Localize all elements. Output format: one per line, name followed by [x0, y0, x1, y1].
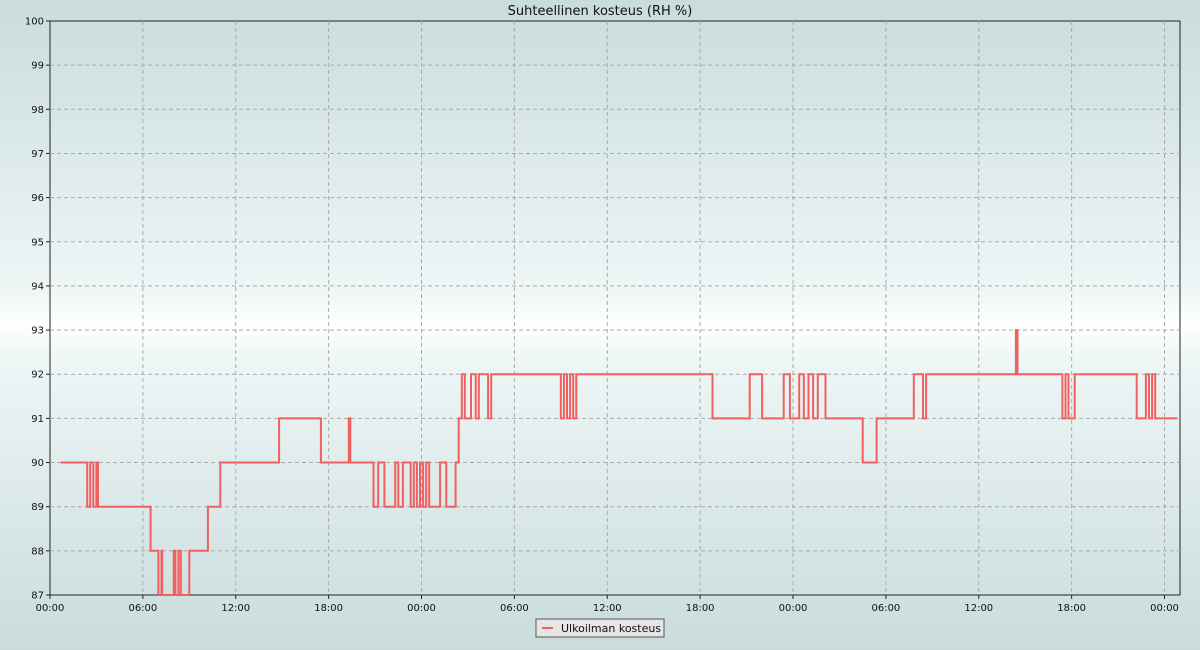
- x-tick-label: 00:00: [407, 603, 436, 614]
- y-tick-label: 90: [31, 458, 44, 469]
- x-tick-label: 18:00: [314, 603, 343, 614]
- y-tick-label: 100: [25, 17, 44, 28]
- x-tick-label: 00:00: [36, 603, 65, 614]
- y-gridlines: [50, 64, 1180, 552]
- x-tick-label: 06:00: [500, 603, 529, 614]
- x-tick-label: 00:00: [779, 603, 808, 614]
- chart-title: Suhteellinen kosteus (RH %): [508, 4, 693, 19]
- y-tick-label: 99: [31, 61, 44, 72]
- legend[interactable]: Ulkoilman kosteus: [535, 618, 665, 638]
- legend-label: Ulkoilman kosteus: [561, 622, 661, 635]
- plot-area: [49, 20, 1181, 596]
- x-tick-label: 18:00: [1057, 603, 1086, 614]
- legend-box: [535, 618, 665, 638]
- x-tick-label: 06:00: [871, 603, 900, 614]
- y-tick-label: 95: [31, 237, 44, 248]
- y-tick-label: 89: [31, 502, 44, 513]
- x-tick-label: 06:00: [128, 603, 157, 614]
- y-tick-label: 94: [31, 281, 44, 292]
- y-tick-label: 97: [31, 149, 44, 160]
- x-tick-label: 12:00: [964, 603, 993, 614]
- x-tick-label: 00:00: [1150, 603, 1179, 614]
- y-tick-label: 98: [31, 105, 44, 116]
- x-tick-label: 18:00: [686, 603, 715, 614]
- x-axis-ticks: 00:00 06:00 12:00 18:00 00:00 06:00 12:00 18:00…: [36, 595, 1179, 614]
- y-tick-label: 92: [31, 370, 44, 381]
- y-tick-label: 87: [31, 591, 44, 602]
- y-tick-label: 88: [31, 546, 44, 557]
- y-tick-label: 91: [31, 414, 44, 425]
- x-gridlines: [142, 21, 1166, 595]
- y-tick-label: 93: [31, 326, 44, 337]
- y-axis-ticks: 87 88 89 90 91 92 93 94 95 96 97 98 99 100: [25, 17, 50, 602]
- x-tick-label: 12:00: [593, 603, 622, 614]
- series-line-ulkoilman-kosteus: [60, 329, 1177, 596]
- y-tick-label: 96: [31, 193, 44, 204]
- x-tick-label: 12:00: [221, 603, 250, 614]
